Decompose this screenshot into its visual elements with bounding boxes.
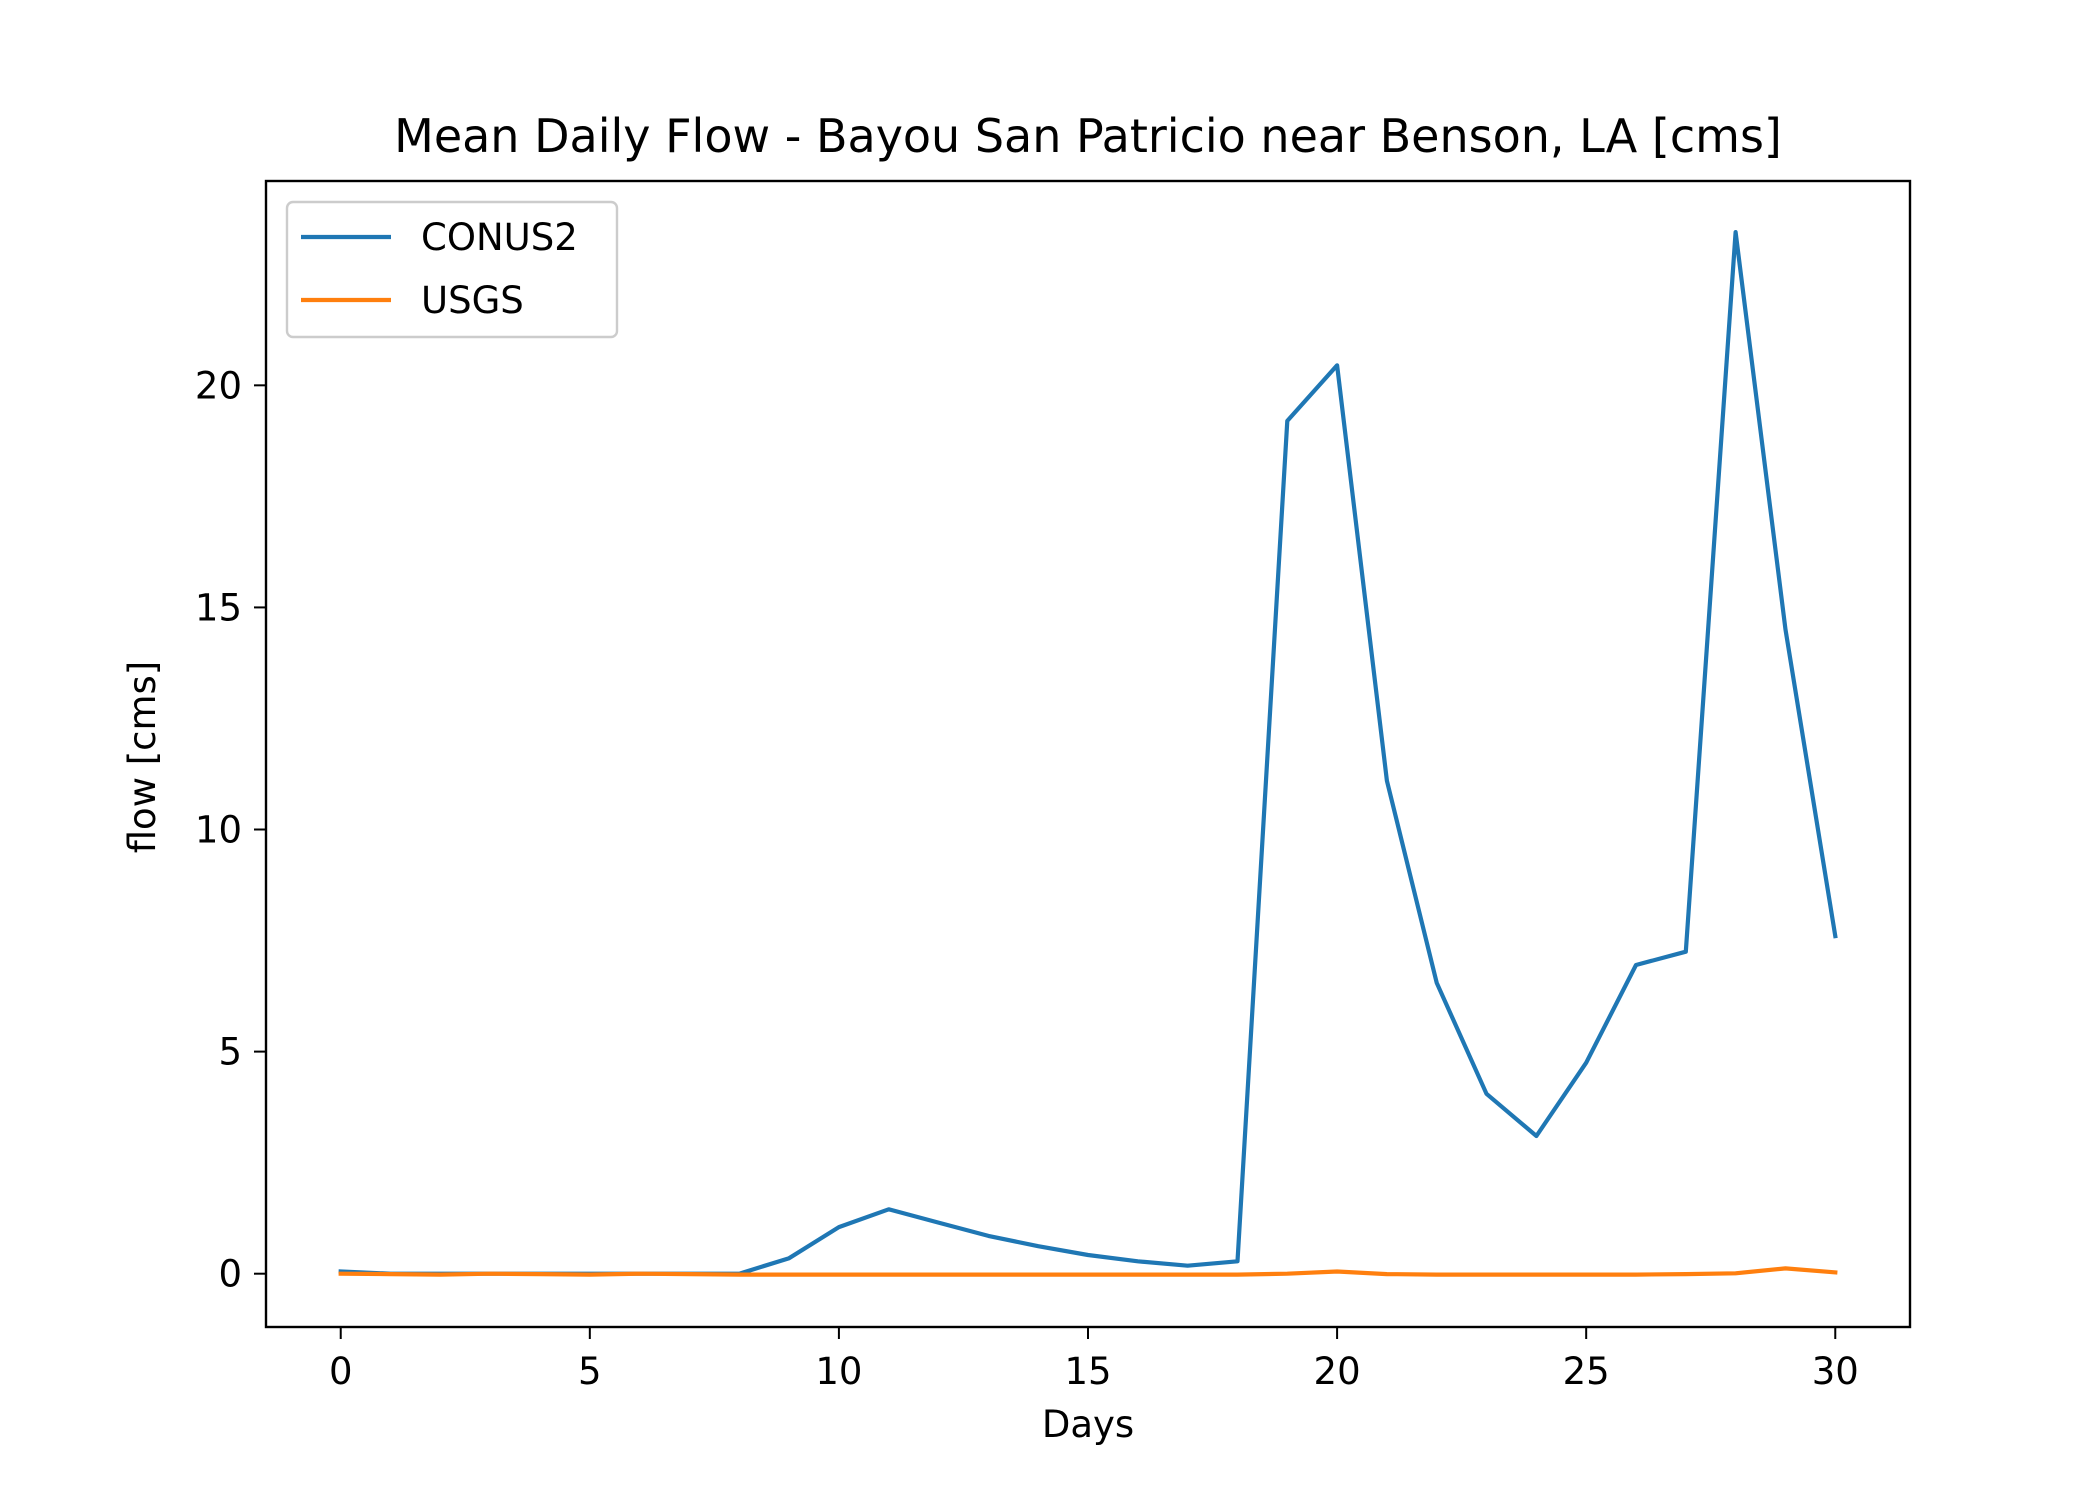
chart-title: Mean Daily Flow - Bayou San Patricio nea… [394,109,1782,163]
y-tick-label: 10 [195,809,242,852]
y-tick-label: 0 [218,1253,242,1296]
series-layer [338,230,1838,1277]
legend-label-usgs: USGS [421,279,524,322]
plot-frame [264,179,1912,1329]
x-tick-label: 0 [329,1350,353,1393]
x-tick-label: 15 [1064,1350,1111,1393]
x-tick-label: 25 [1563,1350,1610,1393]
y-tick-label: 15 [195,586,242,629]
x-tick-label: 5 [578,1350,602,1393]
y-tick-label: 5 [218,1031,242,1074]
y-axis-label: flow [cms] [121,661,164,854]
x-tick-label: 10 [815,1350,862,1393]
axes-layer: 0 5 10 15 20 25 30 0 5 10 15 20 [195,364,1859,1393]
legend-label-conus2: CONUS2 [421,216,578,259]
x-axis-label: Days [1042,1403,1134,1446]
series-line-usgs [338,1266,1838,1277]
x-tick-label: 20 [1314,1350,1361,1393]
y-tick-label: 20 [195,364,242,407]
x-tick-label: 30 [1812,1350,1859,1393]
legend: CONUS2 USGS [285,200,619,339]
